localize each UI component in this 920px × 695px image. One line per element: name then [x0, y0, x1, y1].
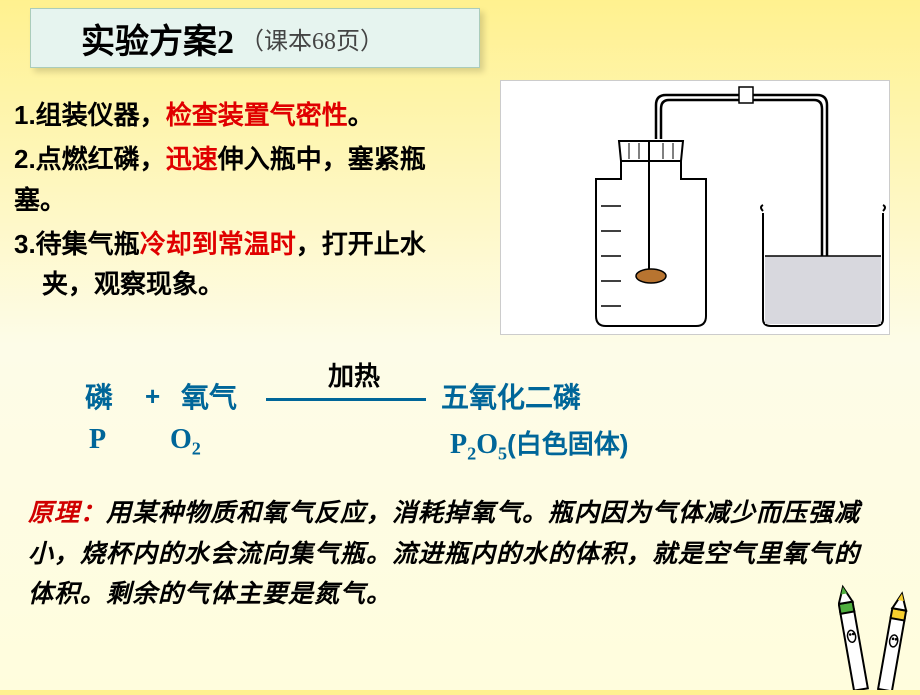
- p2o5-5: 5: [498, 444, 507, 464]
- step-3: 3.待集气瓶冷却到常温时，打开止水夹，观察现象。: [14, 224, 434, 305]
- equation-symbol-row: P O2 P2O5(白色固体): [85, 424, 628, 465]
- title-main: 实验方案2: [81, 14, 234, 63]
- symbol-p: P: [85, 424, 170, 465]
- step-1-text-c: 。: [348, 100, 374, 130]
- chemical-equation: 磷 + 氧气 加热 五氧化二磷 P O2 P2O5(白色固体): [85, 370, 628, 465]
- reaction-arrow: 加热: [266, 370, 441, 422]
- step-1: 1.组装仪器，检查装置气密性。: [14, 95, 434, 135]
- reactant-phosphorus-word: 磷: [85, 376, 145, 416]
- title-subtitle: （课本68页）: [240, 21, 384, 56]
- o2-base: O: [170, 424, 192, 455]
- principle-paragraph: 原理：用某种物质和氧气反应，消耗掉氧气。瓶内因为气体减少而压强减小，烧杯内的水会…: [28, 494, 883, 616]
- p2o5-2: 2: [467, 444, 476, 464]
- arrow-line: [266, 398, 426, 401]
- white-solid-note: (白色固体): [507, 429, 628, 459]
- step-1-text-a: 1.组装仪器，: [14, 100, 166, 130]
- step-2: 2.点燃红磷，迅速伸入瓶中，塞紧瓶塞。: [14, 139, 434, 220]
- principle-label: 原理：: [28, 500, 106, 527]
- step-2-text-a: 2.点燃红磷，: [14, 144, 166, 174]
- step-2-highlight: 迅速: [166, 144, 218, 174]
- principle-body: 用某种物质和氧气反应，消耗掉氧气。瓶内因为气体减少而压强减小，烧杯内的水会流向集…: [28, 500, 860, 608]
- product-word: 五氧化二磷: [441, 376, 581, 416]
- step-3-highlight: 冷却到常温时: [140, 229, 296, 259]
- plus-sign: +: [145, 381, 181, 412]
- step-1-highlight: 检查装置气密性: [166, 100, 348, 130]
- heat-condition: 加热: [328, 356, 380, 393]
- symbol-p2o5: P2O5(白色固体): [450, 424, 628, 465]
- o2-sub: 2: [192, 439, 201, 459]
- reactant-oxygen-word: 氧气: [181, 376, 266, 416]
- p2o5-p: P: [450, 429, 467, 460]
- symbol-o2: O2: [170, 424, 450, 465]
- step-3-text-a: 3.待集气瓶: [14, 229, 140, 259]
- p2o5-o: O: [476, 429, 498, 460]
- apparatus-diagram: [500, 80, 890, 335]
- equation-word-row: 磷 + 氧气 加热 五氧化二磷: [85, 370, 628, 422]
- title-bar: 实验方案2 （课本68页）: [30, 8, 480, 68]
- steps-list: 1.组装仪器，检查装置气密性。 2.点燃红磷，迅速伸入瓶中，塞紧瓶塞。 3.待集…: [14, 95, 434, 308]
- pencils-decoration: [838, 580, 908, 690]
